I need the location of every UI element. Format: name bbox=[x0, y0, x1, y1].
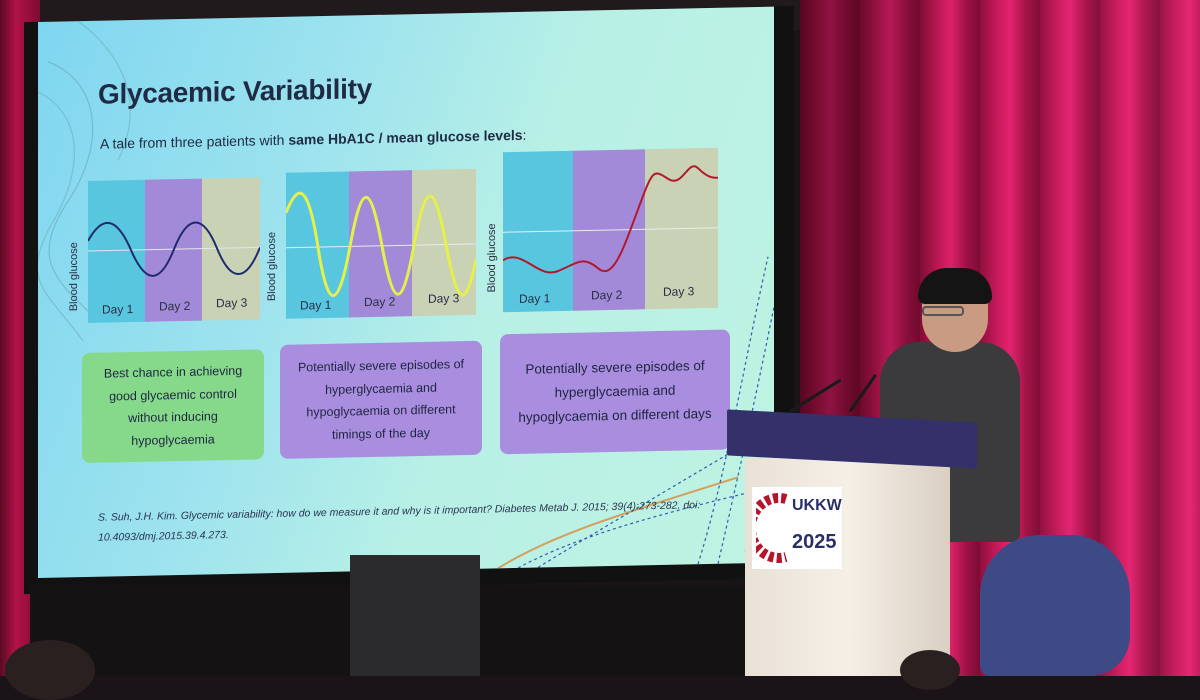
monitor-stand bbox=[350, 555, 480, 676]
slide-title: Glycaemic Variability bbox=[98, 73, 372, 110]
day-label-3: Day 3 bbox=[428, 291, 460, 306]
glucose-panel-2: Day 1 Day 2 Day 3 bbox=[286, 168, 476, 319]
day-label-2: Day 2 bbox=[159, 298, 191, 314]
day-label-2: Day 2 bbox=[364, 294, 396, 310]
daily-swing-wave bbox=[286, 191, 476, 298]
audience-head bbox=[900, 650, 960, 690]
logo-text-year: 2025 bbox=[792, 531, 837, 553]
day-label-3: Day 3 bbox=[663, 284, 695, 299]
y-axis-label-1: Blood glucose bbox=[68, 242, 80, 312]
day-label-1: Day 1 bbox=[102, 302, 134, 317]
y-axis-label-3: Blood glucose bbox=[486, 223, 498, 293]
speaker-hair bbox=[918, 268, 992, 304]
day-label-1: Day 1 bbox=[519, 291, 551, 306]
outcome-box-2: Potentially severe episodes of hyperglyc… bbox=[280, 340, 482, 459]
podium-logo: UKKW 2025 bbox=[752, 487, 842, 569]
day-label-3: Day 3 bbox=[216, 295, 248, 311]
day-label-2: Day 2 bbox=[591, 287, 623, 303]
y-axis-label-2: Blood glucose bbox=[266, 231, 278, 302]
day-to-day-wave bbox=[503, 165, 718, 274]
outcome-box-1: Best chance in achieving good glycaemic … bbox=[82, 349, 264, 464]
logo-mark bbox=[756, 493, 788, 563]
subtitle-colon: : bbox=[522, 126, 527, 143]
speaker-glasses bbox=[922, 306, 964, 316]
presentation-slide: Glycaemic Variability A tale from three … bbox=[38, 6, 774, 578]
logo-text-ukkw: UKKW bbox=[792, 497, 842, 514]
glucose-panel-1: Day 1 Day 2 Day 3 bbox=[88, 177, 260, 323]
stable-glucose-wave bbox=[88, 221, 260, 277]
glucose-panel-3: Day 1 Day 2 Day 3 bbox=[503, 147, 718, 313]
stage-chair bbox=[980, 535, 1130, 676]
day-label-1: Day 1 bbox=[300, 297, 332, 313]
outcome-box-3: Potentially severe episodes of hyperglyc… bbox=[500, 329, 730, 455]
audience-head bbox=[5, 640, 95, 700]
